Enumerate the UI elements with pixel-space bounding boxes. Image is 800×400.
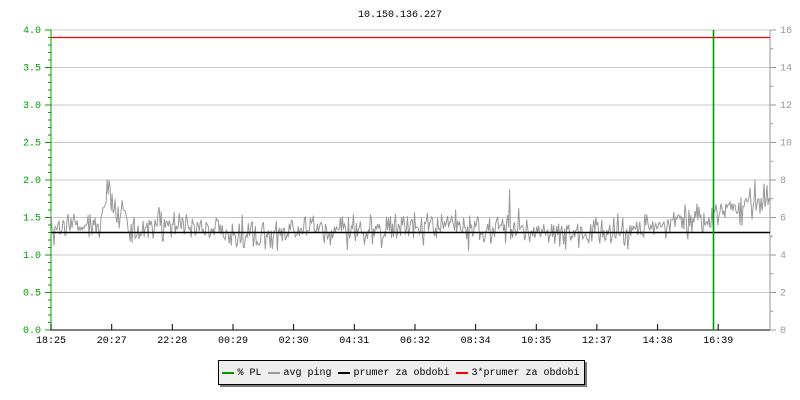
svg-text:2: 2: [780, 289, 786, 300]
svg-text:16:39: 16:39: [703, 336, 733, 347]
svg-text:20:27: 20:27: [97, 336, 127, 347]
svg-text:3.5: 3.5: [23, 64, 41, 75]
svg-text:4: 4: [780, 251, 786, 262]
svg-text:12:37: 12:37: [582, 336, 612, 347]
svg-text:14:38: 14:38: [643, 336, 673, 347]
svg-text:02:30: 02:30: [279, 336, 309, 347]
svg-text:00:29: 00:29: [218, 336, 248, 347]
svg-text:12: 12: [780, 101, 792, 112]
svg-text:4.0: 4.0: [23, 26, 41, 37]
svg-text:22:28: 22:28: [157, 336, 187, 347]
svg-text:10:35: 10:35: [521, 336, 551, 347]
svg-text:10: 10: [780, 139, 792, 150]
svg-text:14: 14: [780, 64, 792, 75]
svg-text:8: 8: [780, 176, 786, 187]
svg-text:1.0: 1.0: [23, 251, 41, 262]
svg-text:2.0: 2.0: [23, 176, 41, 187]
svg-text:16: 16: [780, 26, 792, 37]
svg-text:08:34: 08:34: [461, 336, 491, 347]
svg-text:18:25: 18:25: [36, 336, 66, 347]
svg-text:3.0: 3.0: [23, 101, 41, 112]
svg-text:6: 6: [780, 214, 786, 225]
svg-text:04:31: 04:31: [339, 336, 369, 347]
svg-text:0.5: 0.5: [23, 289, 41, 300]
svg-text:06:32: 06:32: [400, 336, 430, 347]
svg-text:1.5: 1.5: [23, 214, 41, 225]
svg-text:2.5: 2.5: [23, 139, 41, 150]
svg-text:0: 0: [780, 326, 786, 337]
